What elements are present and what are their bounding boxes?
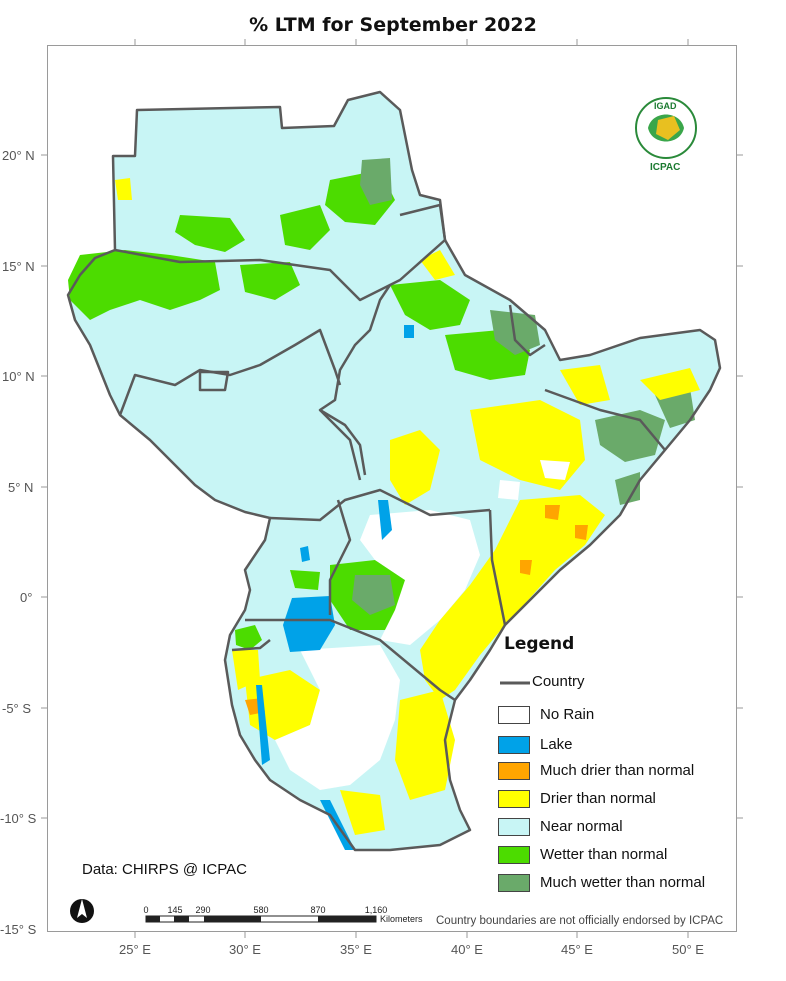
logo-bottom-text: ICPAC	[650, 162, 681, 173]
lake-tanganyika	[256, 685, 270, 765]
lake-victoria	[283, 596, 335, 652]
legend-label-much-drier: Much drier than normal	[540, 762, 695, 779]
legend-swatch-much-wetter	[498, 874, 530, 892]
lon-label-35e: 35° E	[340, 942, 372, 957]
lake-turkana	[378, 500, 392, 540]
legend-swatch-much-drier	[498, 762, 530, 780]
legend-label-much-wetter: Much wetter than normal	[540, 874, 706, 891]
data-credit: Data: CHIRPS @ ICPAC	[82, 861, 247, 878]
lat-label-0: 0°	[20, 590, 33, 605]
legend-swatch-no-rain	[498, 706, 530, 724]
legend-label-wetter: Wetter than normal	[540, 846, 668, 863]
country-boundaries	[66, 90, 722, 852]
legend-label-lake: Lake	[540, 736, 573, 753]
lat-label-15s: -15° S	[0, 922, 37, 937]
scale-tick-290: 290	[195, 905, 211, 915]
lat-label-5n: 5° N	[8, 480, 34, 495]
no-rain-areas	[275, 460, 570, 790]
legend-title: Legend	[504, 634, 575, 654]
disclaimer-text: Country boundaries are not officially en…	[436, 915, 724, 927]
graticule-ticks	[41, 39, 743, 938]
legend-label-near-normal: Near normal	[540, 818, 623, 835]
logo-top-text: IGAD	[654, 101, 677, 111]
map-title: % LTM for September 2022	[249, 14, 537, 36]
lat-label-10n: 10° N	[2, 369, 35, 384]
lon-label-25e: 25° E	[119, 942, 151, 957]
legend-swatch-near-normal	[498, 818, 530, 836]
scale-tick-870: 870	[310, 905, 326, 915]
lat-label-10s: -10° S	[0, 811, 37, 826]
scale-unit: Kilometers	[380, 914, 423, 924]
legend-swatch-wetter	[498, 846, 530, 864]
igad-logo-icon	[635, 97, 697, 159]
lake-albert	[300, 546, 310, 562]
scale-tick-0: 0	[143, 905, 149, 915]
legend-country-label: Country	[532, 673, 585, 690]
lat-label-5s: -5° S	[2, 701, 32, 716]
legend-label-no-rain: No Rain	[540, 706, 595, 723]
scale-bar	[145, 915, 377, 923]
lon-label-45e: 45° E	[561, 942, 593, 957]
legend-label-drier: Drier than normal	[540, 790, 656, 807]
north-arrow-label: N	[0, 0, 1, 1]
scale-tick-145: 145	[167, 905, 183, 915]
lon-label-50e: 50° E	[672, 942, 704, 957]
scale-tick-1160: 1,160	[364, 905, 388, 915]
lake-tana	[404, 325, 414, 338]
north-arrow-icon	[70, 899, 94, 923]
scale-tick-580: 580	[253, 905, 269, 915]
lat-label-15n: 15° N	[2, 259, 35, 274]
legend-swatch-lake	[498, 736, 530, 754]
lon-label-40e: 40° E	[451, 942, 483, 957]
lon-label-30e: 30° E	[229, 942, 261, 957]
legend-swatch-drier	[498, 790, 530, 808]
lat-label-20n: 20° N	[2, 148, 35, 163]
